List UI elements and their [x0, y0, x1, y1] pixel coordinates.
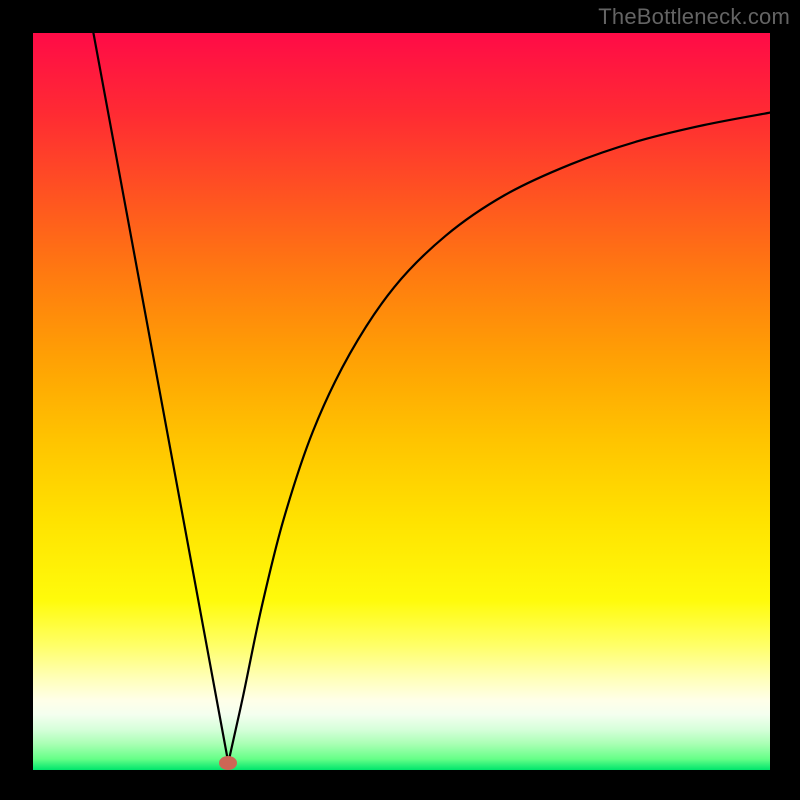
chart-plot-area — [33, 33, 770, 770]
optimal-point-marker — [219, 756, 237, 770]
watermark-text: TheBottleneck.com — [598, 4, 790, 30]
curve-path — [93, 33, 770, 763]
bottleneck-curve — [33, 33, 770, 770]
